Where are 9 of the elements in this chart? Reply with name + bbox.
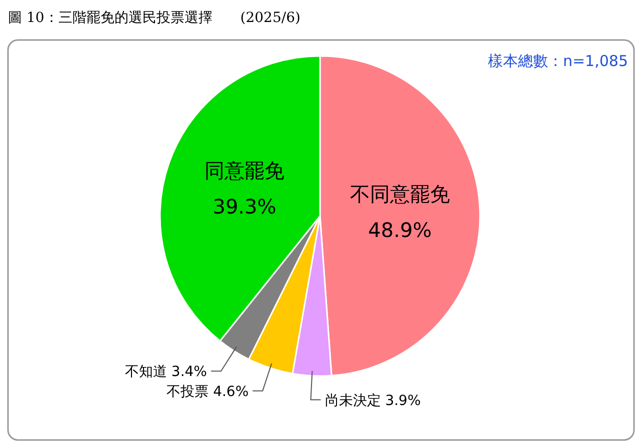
slice-label: 不同意罷免 bbox=[350, 182, 450, 206]
text: 樣本總數：n=1,085 bbox=[488, 52, 628, 70]
chart-title: 圖 10：三階罷免的選民投票選擇 (2025/6) bbox=[8, 10, 300, 26]
slice-label: 不知道 bbox=[124, 364, 172, 380]
slice-label: 同意罷免 bbox=[204, 158, 285, 183]
slice-label: 尚未決定 bbox=[324, 392, 386, 409]
data-label: 39.3% bbox=[212, 194, 276, 219]
data-label: 48.9% bbox=[368, 218, 432, 242]
slice-label: 不投票 bbox=[166, 384, 214, 400]
